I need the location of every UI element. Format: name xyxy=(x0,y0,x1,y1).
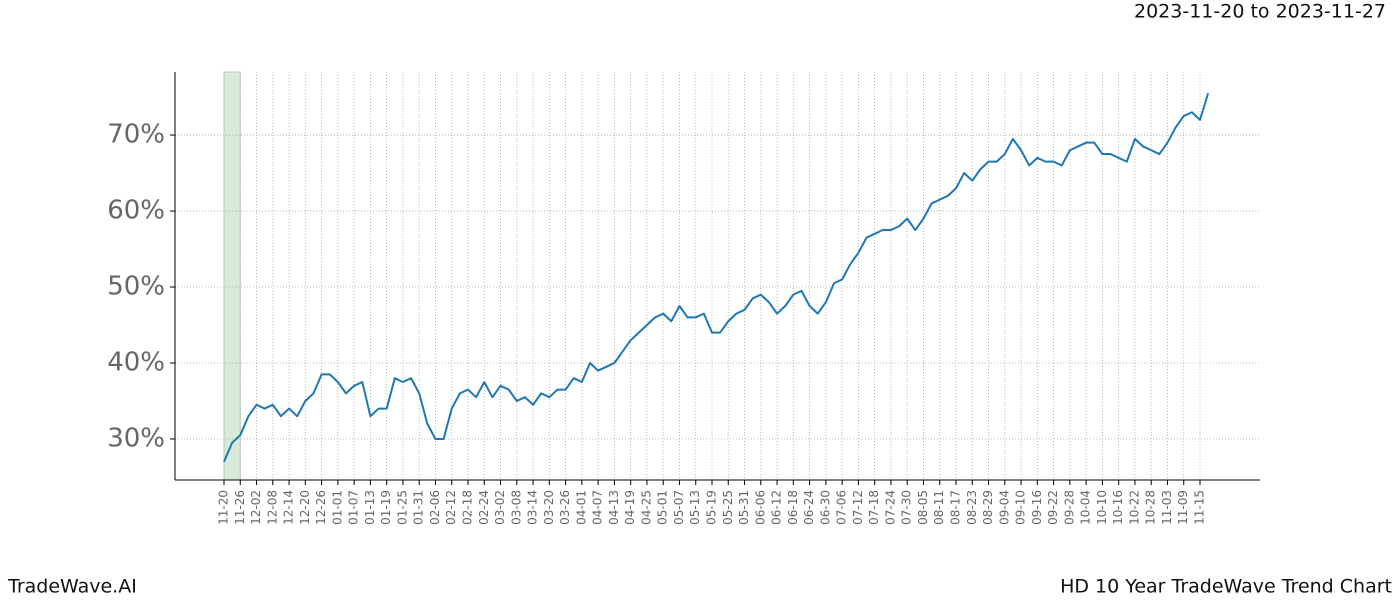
y-tick-label: 30% xyxy=(107,423,165,453)
x-tick-label: 06-24 xyxy=(802,490,816,525)
x-tick-label: 03-02 xyxy=(493,490,507,525)
x-tick-label: 10-16 xyxy=(1111,490,1125,525)
line-series xyxy=(223,92,1210,463)
x-tick-label: 01-19 xyxy=(379,490,393,525)
x-tick-label: 10-22 xyxy=(1127,490,1141,525)
x-tick-label: 06-12 xyxy=(770,490,784,525)
x-tick-label: 07-18 xyxy=(867,490,881,525)
y-tick-label: 60% xyxy=(107,196,165,226)
x-tick-label: 08-23 xyxy=(965,490,979,525)
x-tick-label: 11-26 xyxy=(233,490,247,525)
x-tick-label: 12-20 xyxy=(298,490,312,525)
x-tick-label: 12-26 xyxy=(314,490,328,525)
x-tick-label: 01-13 xyxy=(363,490,377,525)
x-tick-label: 10-28 xyxy=(1144,490,1158,525)
x-tick-label: 12-02 xyxy=(249,490,263,525)
x-tick-label: 07-30 xyxy=(900,490,914,525)
x-tick-label: 11-15 xyxy=(1193,490,1207,525)
x-tick-label: 02-12 xyxy=(444,490,458,525)
x-tick-label: 08-17 xyxy=(949,490,963,525)
x-tick-label: 05-07 xyxy=(672,490,686,525)
x-tick-label: 03-20 xyxy=(542,490,556,525)
x-tick-label: 11-03 xyxy=(1160,490,1174,525)
x-tick-label: 09-16 xyxy=(1030,490,1044,525)
footer-left: TradeWave.AI xyxy=(7,576,137,598)
x-tick-label: 12-08 xyxy=(265,490,279,525)
y-tick-label: 40% xyxy=(107,347,165,377)
x-tick-label: 07-24 xyxy=(883,490,897,525)
x-tick-label: 03-08 xyxy=(509,490,523,525)
x-tick-label: 01-07 xyxy=(347,490,361,525)
chart-title: 2023-11-20 to 2023-11-27 xyxy=(1134,1,1386,23)
x-tick-label: 02-24 xyxy=(477,490,491,525)
x-tick-label: 08-11 xyxy=(932,490,946,525)
y-tick-label: 50% xyxy=(107,272,165,302)
x-tick-label: 05-19 xyxy=(705,490,719,525)
x-tick-label: 11-09 xyxy=(1176,490,1190,525)
x-tick-label: 06-06 xyxy=(753,490,767,525)
x-tick-label: 04-13 xyxy=(607,490,621,525)
highlight-band xyxy=(223,71,241,481)
x-tick-label: 10-10 xyxy=(1095,490,1109,525)
x-tick-label: 06-18 xyxy=(786,490,800,525)
x-tick-label: 12-14 xyxy=(282,490,296,525)
footer-right: HD 10 Year TradeWave Trend Chart xyxy=(1060,576,1392,598)
x-tick-label: 01-01 xyxy=(330,490,344,525)
x-tick-label: 05-31 xyxy=(737,490,751,525)
x-tick-label: 05-01 xyxy=(656,490,670,525)
x-tick-label: 04-25 xyxy=(639,490,653,525)
x-tick-label: 08-05 xyxy=(916,490,930,525)
x-tick-label: 08-29 xyxy=(981,490,995,525)
x-tick-label: 04-19 xyxy=(623,490,637,525)
x-tick-label: 07-12 xyxy=(851,490,865,525)
x-tick-label: 05-13 xyxy=(688,490,702,525)
x-tick-label: 10-04 xyxy=(1079,490,1093,525)
x-tick-label: 03-14 xyxy=(526,490,540,525)
x-tick-label: 11-20 xyxy=(217,490,231,525)
x-tick-label: 09-28 xyxy=(1062,490,1076,525)
x-tick-label: 02-06 xyxy=(428,490,442,525)
x-tick-label: 09-10 xyxy=(1014,490,1028,525)
x-tick-label: 05-25 xyxy=(721,490,735,525)
x-tick-label: 04-01 xyxy=(574,490,588,525)
x-tick-label: 09-04 xyxy=(997,490,1011,525)
x-tick-label: 04-07 xyxy=(591,490,605,525)
x-tick-label: 09-22 xyxy=(1046,490,1060,525)
x-tick-label: 03-26 xyxy=(558,490,572,525)
x-tick-label: 01-25 xyxy=(395,490,409,525)
x-tick-label: 01-31 xyxy=(412,490,426,525)
x-tick-label: 02-18 xyxy=(461,490,475,525)
x-tick-label: 06-30 xyxy=(818,490,832,525)
y-tick-label: 70% xyxy=(107,120,165,150)
x-tick-label: 07-06 xyxy=(835,490,849,525)
